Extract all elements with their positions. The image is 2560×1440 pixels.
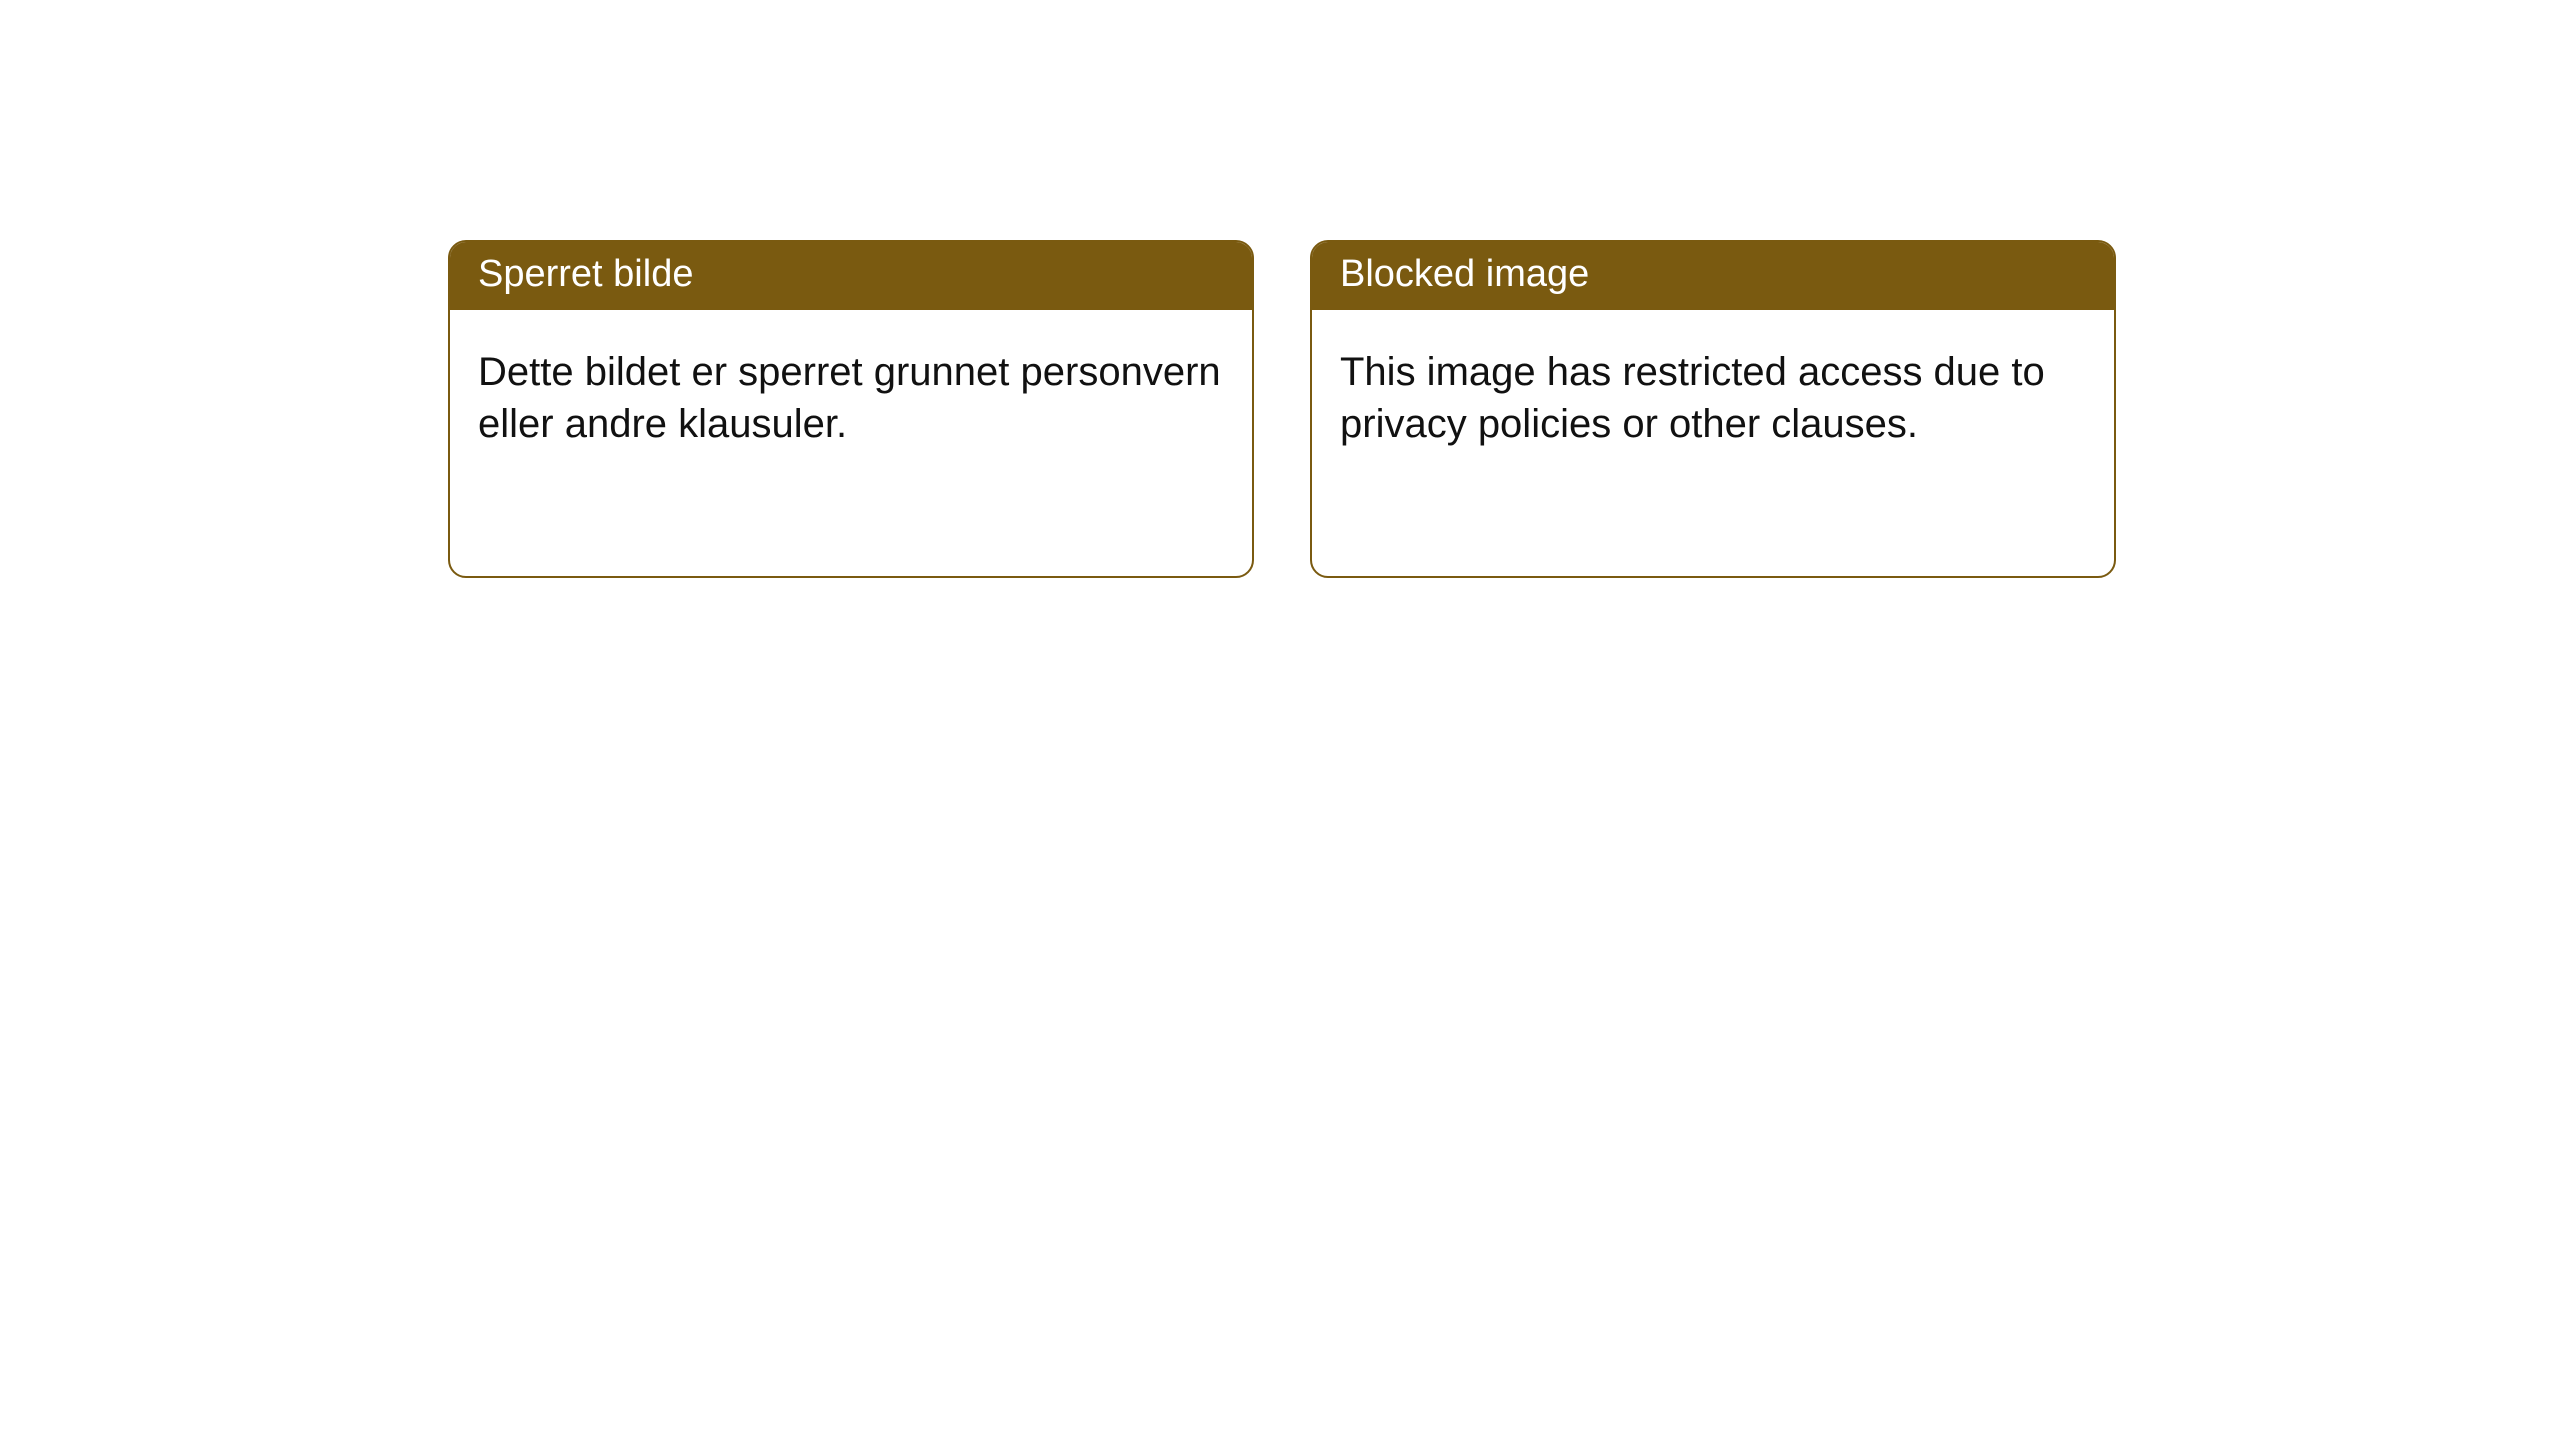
notice-title-norwegian: Sperret bilde — [450, 242, 1252, 310]
notice-card-english: Blocked image This image has restricted … — [1310, 240, 2116, 578]
notice-card-norwegian: Sperret bilde Dette bildet er sperret gr… — [448, 240, 1254, 578]
notice-container: Sperret bilde Dette bildet er sperret gr… — [0, 0, 2560, 578]
notice-body-norwegian: Dette bildet er sperret grunnet personve… — [450, 310, 1252, 472]
notice-body-english: This image has restricted access due to … — [1312, 310, 2114, 472]
notice-title-english: Blocked image — [1312, 242, 2114, 310]
